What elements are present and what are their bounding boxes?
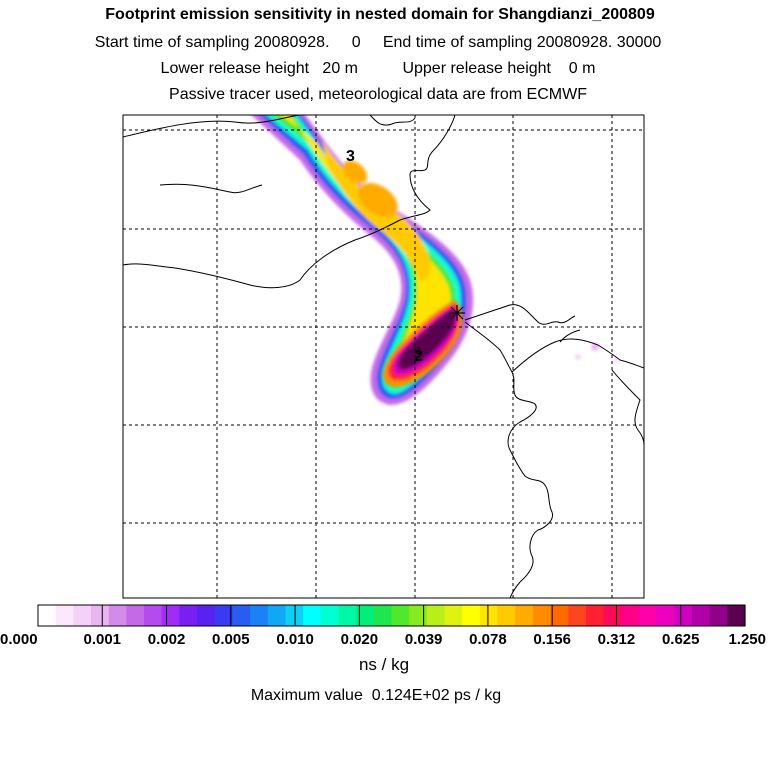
colorbar-cell bbox=[462, 605, 481, 626]
colorbar-cell bbox=[250, 605, 269, 626]
colorbar-tick-label: 0.312 bbox=[598, 631, 636, 648]
colorbar-cell bbox=[444, 605, 463, 626]
colorbar-tick-label: 0.020 bbox=[341, 631, 379, 648]
sampling-time-line: Start time of sampling 20080928. 0 End t… bbox=[94, 34, 662, 51]
colorbar-cell bbox=[568, 605, 587, 626]
colorbar-cell bbox=[409, 605, 428, 626]
colorbar-tick-label: 0.005 bbox=[212, 631, 250, 648]
plume-band-green bbox=[272, 115, 456, 389]
map-title: Footprint emission sensitivity in nested… bbox=[105, 6, 655, 23]
colorbar-cell bbox=[197, 605, 216, 626]
plume-label-2: 2 bbox=[414, 348, 423, 365]
colorbar-cell bbox=[515, 605, 534, 626]
colorbar-cells bbox=[38, 605, 746, 626]
colorbar-cell bbox=[285, 605, 304, 626]
colorbar-cell bbox=[267, 605, 287, 626]
colorbar-cell bbox=[144, 605, 163, 626]
lat-lon-grid bbox=[123, 115, 644, 598]
release-height-line: Lower release height 20 m Upper release … bbox=[160, 60, 596, 77]
tracer-info-line: Passive tracer used, meteorological data… bbox=[169, 86, 587, 103]
colorbar-tick-label: 0.156 bbox=[533, 631, 571, 648]
colorbar-cell bbox=[126, 605, 145, 626]
colorbar-cell bbox=[691, 605, 711, 626]
colorbar-cell bbox=[320, 605, 340, 626]
colorbar-cell bbox=[38, 605, 57, 626]
colorbar-cell bbox=[638, 605, 658, 626]
plume-core-orange bbox=[358, 182, 398, 218]
colorbar-ticks bbox=[101, 605, 682, 626]
colorbar-tick-label: 0.010 bbox=[276, 631, 314, 648]
plume-core-orange-2 bbox=[342, 160, 368, 184]
colorbar-cell bbox=[621, 605, 640, 626]
colorbar-tick-label: 0.001 bbox=[83, 631, 121, 648]
colorbar-cell bbox=[585, 605, 605, 626]
plume-hotspot bbox=[383, 300, 463, 387]
map-frame bbox=[122, 114, 645, 599]
colorbar-tick-label: 0.078 bbox=[469, 631, 507, 648]
colorbar-unit: ns / kg bbox=[358, 655, 410, 674]
plume-label-1: 1 bbox=[416, 345, 422, 357]
colorbar-cell bbox=[214, 605, 234, 626]
colorbar-cell bbox=[232, 605, 251, 626]
colorbar-tick-label: 0.000 bbox=[0, 631, 38, 648]
colorbar-cell bbox=[373, 605, 393, 626]
colorbar-cell bbox=[91, 605, 110, 626]
colorbar-tick-label: 0.039 bbox=[405, 631, 443, 648]
colorbar-tick-label: 0.625 bbox=[662, 631, 700, 648]
colorbar-tick-labels: 0.000 0.001 0.002 0.005 0.010 0.020 0.039 0.078… bbox=[0, 631, 766, 648]
colorbar-cell bbox=[479, 605, 499, 626]
colorbar-cell bbox=[391, 605, 410, 626]
colorbar-cell bbox=[727, 605, 746, 626]
colorbar-cell bbox=[550, 605, 569, 626]
colorbar-cell bbox=[161, 605, 180, 626]
colorbar-cell bbox=[709, 605, 728, 626]
receptor-star-marker bbox=[449, 305, 465, 321]
colorbar-cell bbox=[338, 605, 357, 626]
colorbar-frame bbox=[37, 604, 746, 627]
colorbar-cell bbox=[674, 605, 693, 626]
plume-label-3: 3 bbox=[346, 148, 355, 165]
colorbar-cell bbox=[108, 605, 127, 626]
maximum-value-text: Maximum value 0.124E+02 ps / kg bbox=[250, 687, 502, 704]
colorbar-cell bbox=[55, 605, 74, 626]
colorbar-cell bbox=[656, 605, 675, 626]
colorbar-cell bbox=[603, 605, 622, 626]
colorbar-tick-label: 1.250 bbox=[728, 631, 766, 648]
colorbar-cell bbox=[303, 605, 322, 626]
colorbar-cell bbox=[426, 605, 446, 626]
colorbar-cell bbox=[356, 605, 375, 626]
colorbar-cell bbox=[73, 605, 92, 626]
colorbar-cell bbox=[179, 605, 198, 626]
colorbar-tick-label: 0.002 bbox=[148, 631, 186, 648]
colorbar-cell bbox=[532, 605, 552, 626]
colorbar-cell bbox=[497, 605, 516, 626]
